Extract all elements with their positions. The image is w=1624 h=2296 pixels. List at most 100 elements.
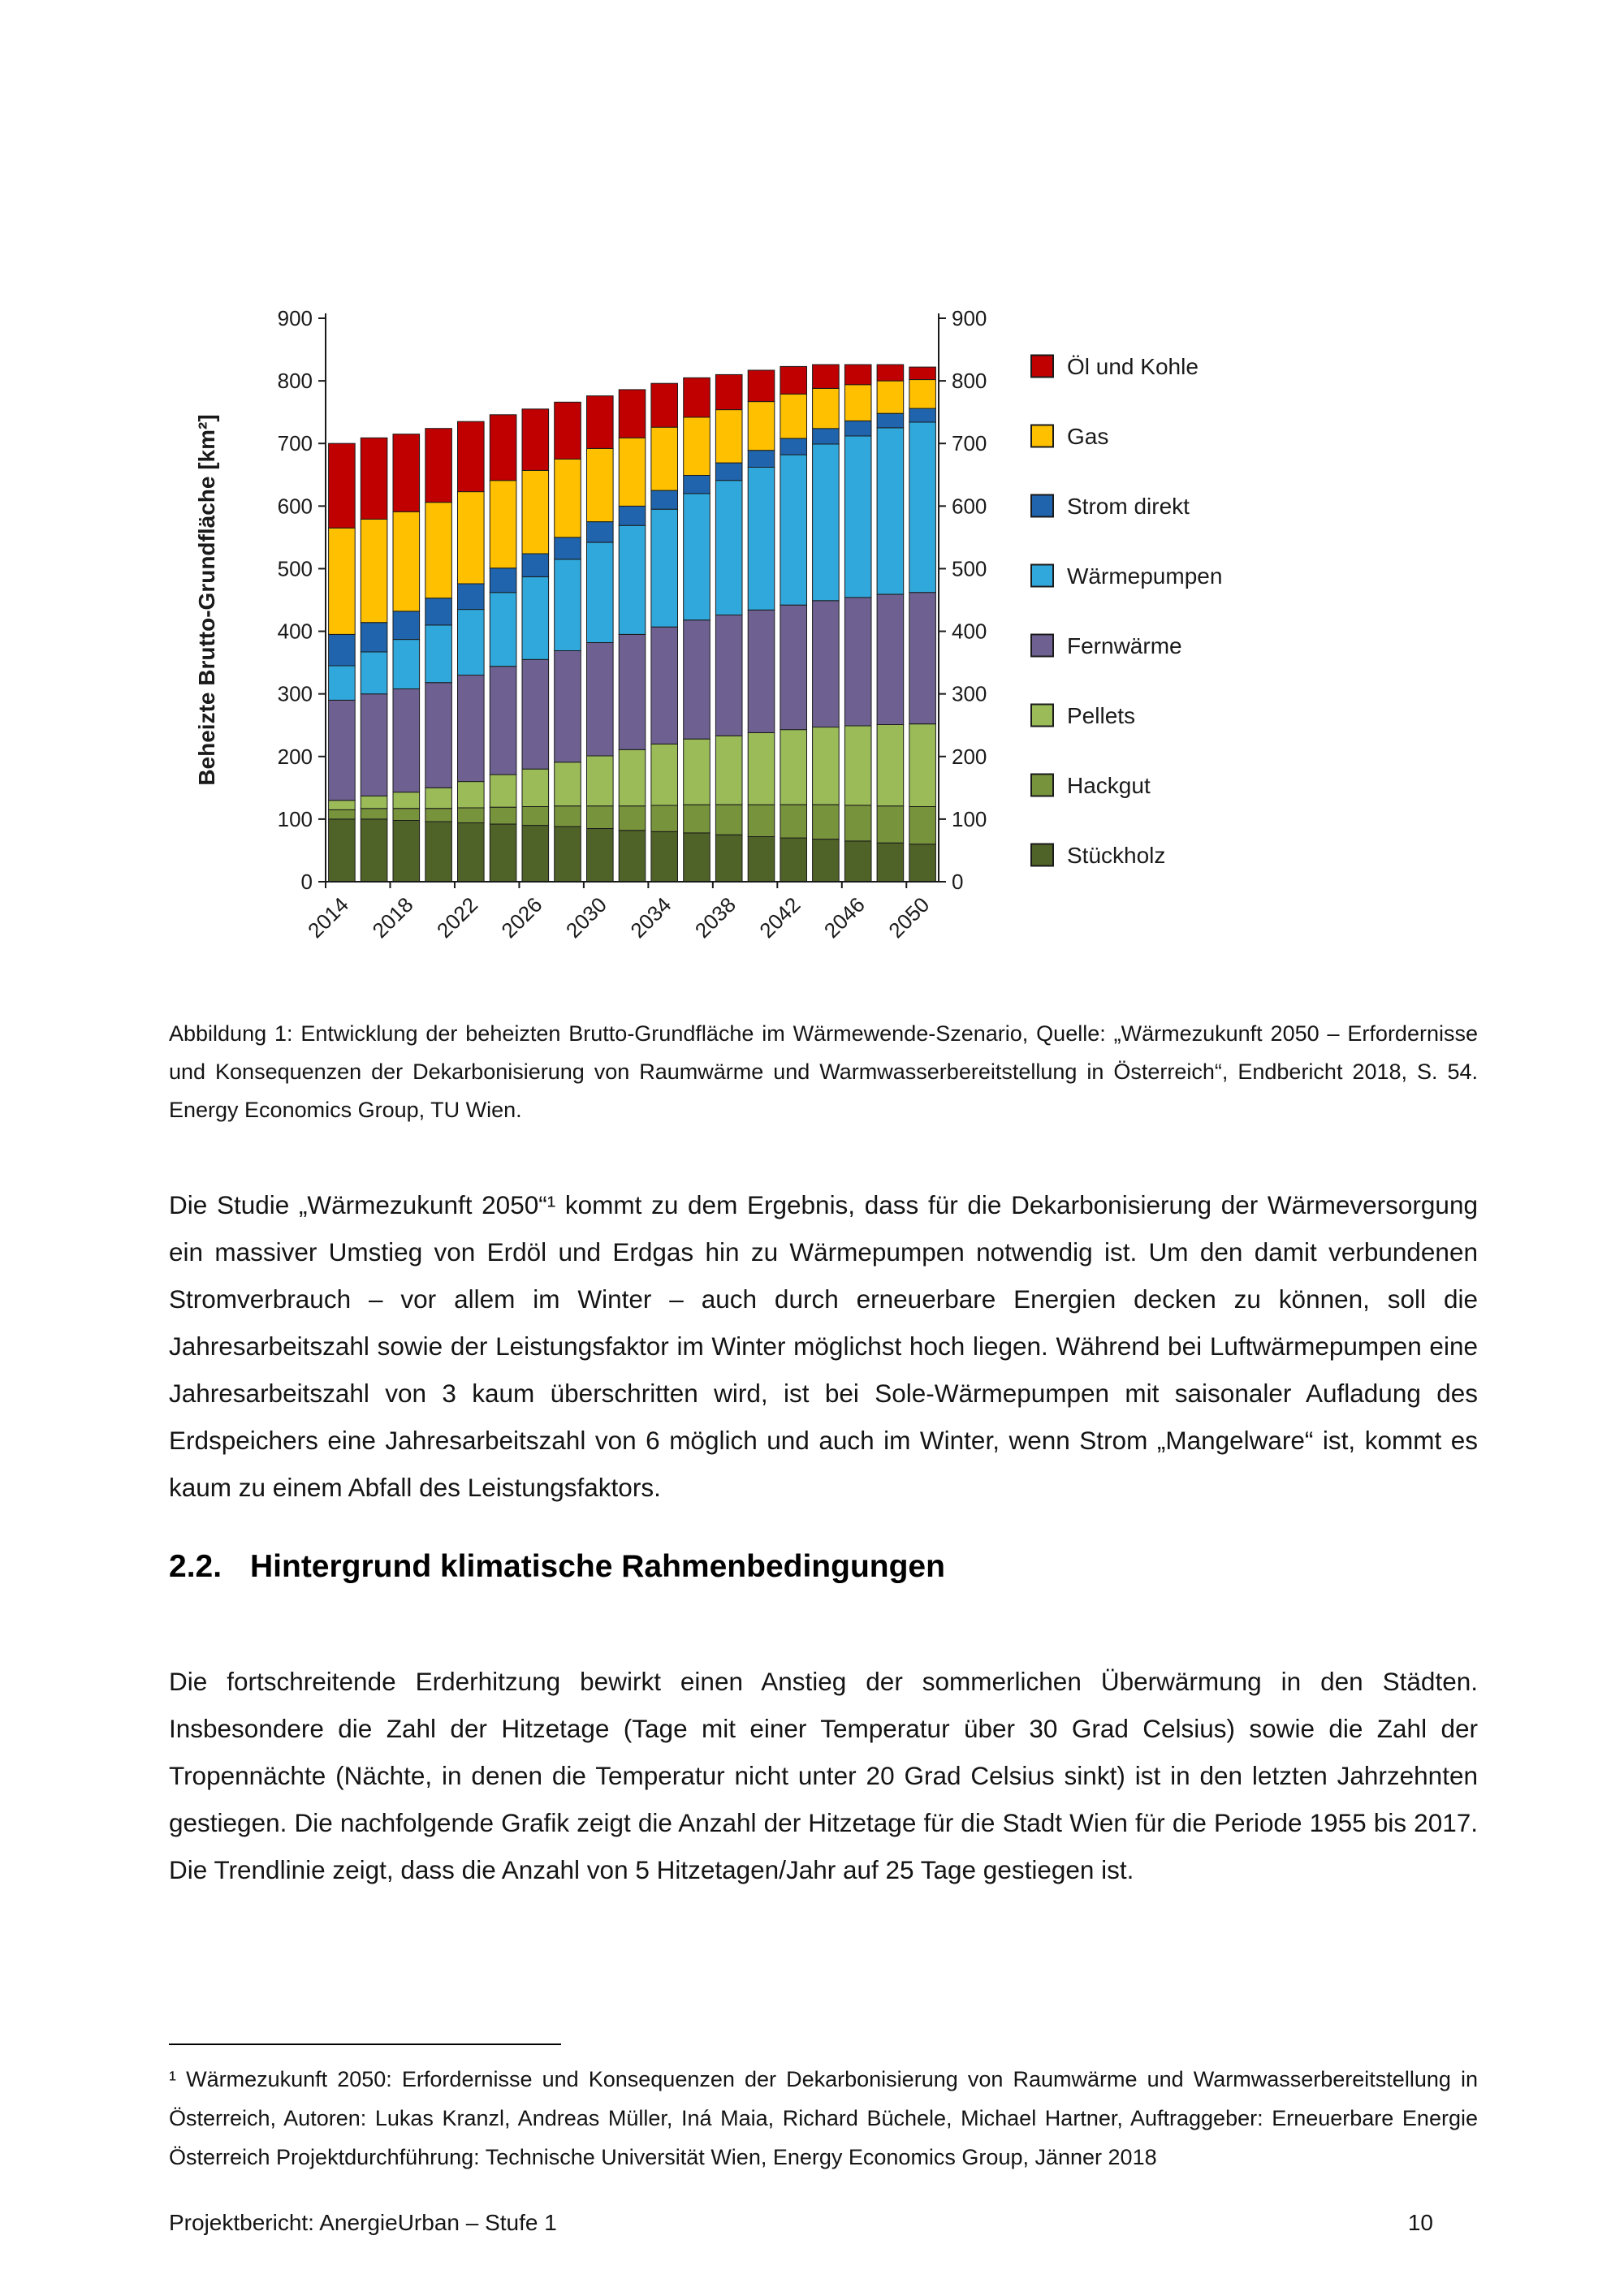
bar-segment xyxy=(618,830,646,883)
bar-segment xyxy=(489,666,517,775)
bar-segment xyxy=(780,804,808,839)
bar-segment xyxy=(715,804,743,835)
bar-segment xyxy=(457,491,485,585)
bar-segment xyxy=(457,807,485,823)
svg-text:2022: 2022 xyxy=(432,892,482,943)
bar-segment xyxy=(618,389,646,438)
svg-text:2018: 2018 xyxy=(367,892,417,943)
y-axis-labels: 0 0 100 100 200 200 300 300 400 400 500 500 600 600 70… xyxy=(278,306,987,894)
legend-swatch xyxy=(1030,494,1054,518)
bar-segment xyxy=(554,805,581,827)
bar-segment xyxy=(328,633,356,667)
legend-swatch xyxy=(1030,563,1054,588)
bar-segment xyxy=(618,437,646,507)
svg-text:500: 500 xyxy=(278,556,313,580)
bar-segment xyxy=(747,467,775,611)
bar-segment xyxy=(489,823,517,883)
bar-segment xyxy=(489,414,517,481)
bar-segment xyxy=(844,421,872,437)
bar-segment xyxy=(425,624,452,684)
svg-text:600: 600 xyxy=(278,494,313,518)
legend-swatch xyxy=(1030,703,1054,727)
bar-segment xyxy=(683,804,710,834)
bar-segment xyxy=(521,825,550,883)
bar-segment xyxy=(489,592,517,667)
legend-label: Öl und Kohle xyxy=(1067,354,1199,379)
bar-segment xyxy=(392,434,421,512)
y-axis-title: Beheizte Brutto-Grundfläche [km²] xyxy=(194,414,219,785)
bar-segment xyxy=(489,568,517,593)
bar-segment xyxy=(554,401,581,460)
x-axis-labels: 2014 2018 2022 2026 2030 2034 2038 2042 2046 2050 xyxy=(303,882,934,943)
bar-segment xyxy=(844,840,872,883)
bar-segment xyxy=(521,658,550,770)
svg-text:800: 800 xyxy=(952,369,987,393)
svg-text:300: 300 xyxy=(952,682,987,706)
bar-segment xyxy=(780,837,808,883)
svg-text:2046: 2046 xyxy=(819,892,870,943)
bar-segment xyxy=(521,768,550,808)
bar-segment xyxy=(683,475,710,494)
bar-segment xyxy=(554,826,581,883)
bar-segment xyxy=(812,387,840,429)
bar-segment xyxy=(489,806,517,825)
bar-segment xyxy=(650,743,679,806)
bar-segment xyxy=(780,604,808,731)
bar-segment xyxy=(876,724,905,807)
bar-segment xyxy=(360,437,388,520)
bar-segment xyxy=(844,597,872,727)
bar-segment xyxy=(747,401,775,451)
svg-text:0: 0 xyxy=(952,870,963,894)
legend-label: Strom direkt xyxy=(1067,494,1190,519)
bar-segment xyxy=(392,639,421,690)
svg-text:2026: 2026 xyxy=(496,892,546,943)
svg-text:2042: 2042 xyxy=(754,892,805,943)
axes-layer xyxy=(325,313,939,883)
bar-segment xyxy=(909,844,936,883)
legend-swatch xyxy=(1030,633,1054,658)
bar-segment xyxy=(650,831,679,883)
bar-segment xyxy=(521,553,550,577)
bar-segment xyxy=(554,537,581,560)
svg-text:600: 600 xyxy=(952,494,987,518)
svg-text:300: 300 xyxy=(278,682,313,706)
bar-segment xyxy=(650,490,679,510)
section-number: 2.2. xyxy=(169,1549,222,1584)
bar-segment xyxy=(650,805,679,832)
bar-segment xyxy=(521,469,550,555)
legend-swatch xyxy=(1030,843,1054,867)
svg-text:2034: 2034 xyxy=(625,892,676,943)
svg-text:2050: 2050 xyxy=(883,892,934,943)
footer-report-title: Projektbericht: AnergieUrban – Stufe 1 xyxy=(169,2210,557,2235)
bar-segment xyxy=(618,805,646,831)
legend-label: Gas xyxy=(1067,424,1108,449)
bar-segment xyxy=(683,493,710,621)
legend-swatch xyxy=(1030,424,1054,448)
bar-segment xyxy=(683,619,710,740)
bar-segment xyxy=(618,524,646,635)
bar-segment xyxy=(715,462,743,481)
bar-segment xyxy=(909,723,936,808)
bar-segment xyxy=(457,675,485,783)
bar-segment xyxy=(780,365,808,395)
bar-segment xyxy=(360,519,388,624)
bar-segment xyxy=(457,609,485,676)
bar-segment xyxy=(812,839,840,883)
section-title: Hintergrund klimatische Rahmenbedingunge… xyxy=(250,1549,945,1584)
bar-segment xyxy=(425,808,452,822)
bar-segment xyxy=(715,373,743,411)
bar-segment xyxy=(618,633,646,750)
bar-segment xyxy=(780,438,808,455)
bar-segment xyxy=(876,427,905,595)
bar-segment xyxy=(876,364,905,382)
bar-segment xyxy=(715,409,743,464)
legend-label: Hackgut xyxy=(1067,773,1151,798)
bar-segment xyxy=(747,609,775,733)
bar-segment xyxy=(844,725,872,806)
svg-text:200: 200 xyxy=(278,744,313,769)
bar-segment xyxy=(715,480,743,616)
bar-segment xyxy=(618,749,646,807)
footnote-text: ¹ Wärmezukunft 2050: Erfordernisse und K… xyxy=(169,2067,1478,2169)
svg-text:2014: 2014 xyxy=(303,892,353,943)
bar-segment xyxy=(715,834,743,883)
